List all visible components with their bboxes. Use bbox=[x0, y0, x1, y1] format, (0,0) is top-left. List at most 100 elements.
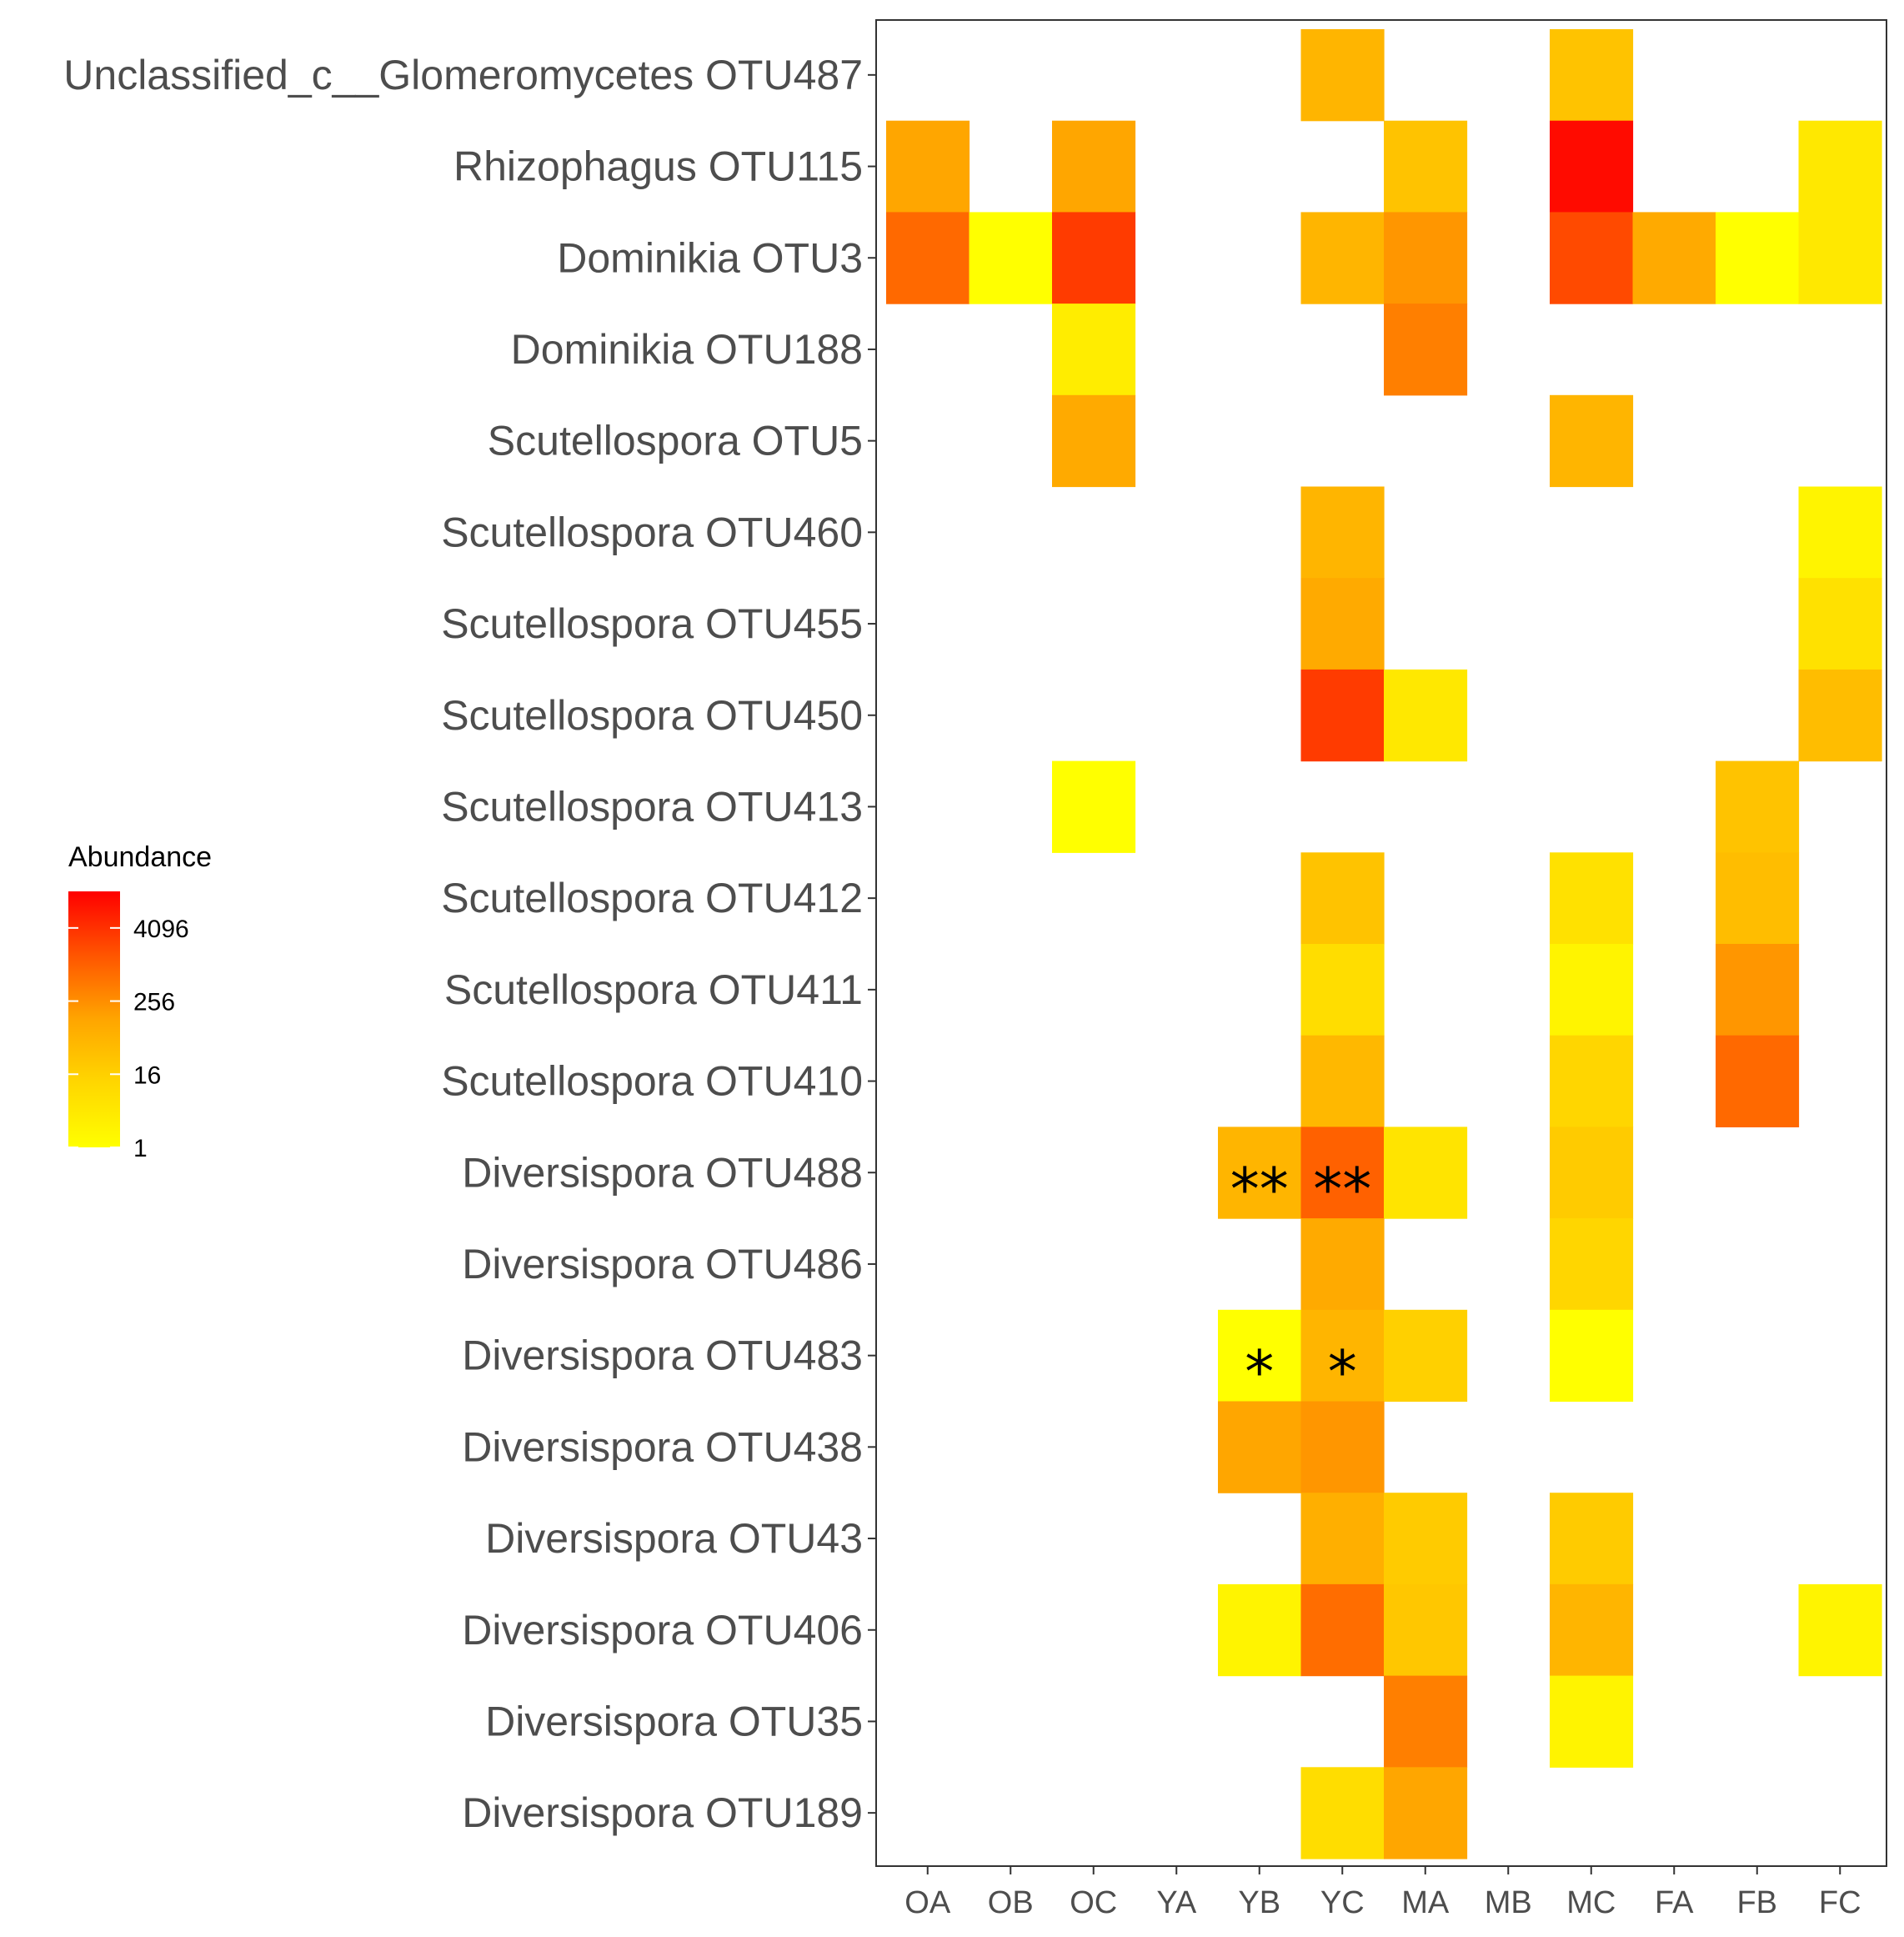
x-tick-label-fb: FB bbox=[1736, 1885, 1777, 1920]
heatmap-cell-fb-row-9 bbox=[1716, 760, 1800, 853]
heatmap-cell-mc-row-17 bbox=[1550, 1493, 1634, 1585]
y-tick-label-11: Scutellospora OTU411 bbox=[444, 966, 863, 1013]
heatmap-cell-ma-row-20 bbox=[1384, 1767, 1468, 1859]
x-tick-label-ya: YA bbox=[1156, 1885, 1197, 1920]
heatmap-cells bbox=[886, 29, 1882, 1859]
significance-marker-2: ** bbox=[1313, 1155, 1371, 1223]
heatmap-cell-oc-row-4 bbox=[1052, 304, 1136, 396]
y-tick-label-12: Scutellospora OTU410 bbox=[441, 1058, 863, 1105]
heatmap-cell-ma-row-15 bbox=[1384, 1309, 1468, 1403]
heatmap-cell-fc-row-8 bbox=[1798, 669, 1882, 762]
heatmap-cell-fb-row-11 bbox=[1716, 944, 1800, 1036]
heatmap-cell-yc-row-1 bbox=[1300, 29, 1385, 122]
heatmap-cell-yc-row-15 bbox=[1300, 1309, 1385, 1403]
significance-annotations: ** *** * bbox=[1230, 1155, 1372, 1406]
heatmap-cell-yc-row-17 bbox=[1300, 1493, 1385, 1585]
heatmap-cell-mc-row-12 bbox=[1550, 1035, 1634, 1127]
legend-tick-label-0: 1 bbox=[133, 1135, 148, 1162]
x-tick-label-ma: MA bbox=[1401, 1885, 1450, 1920]
significance-marker-3: * bbox=[1245, 1338, 1274, 1407]
heatmap-cell-yc-row-8 bbox=[1300, 669, 1385, 762]
heatmap-cell-mc-row-10 bbox=[1550, 852, 1634, 945]
x-tick-label-yb: YB bbox=[1238, 1885, 1280, 1920]
heatmap-cell-yc-row-11 bbox=[1300, 944, 1385, 1036]
abundance-legend: Abundance 1 16 256 4096 bbox=[68, 841, 212, 1162]
x-tick-label-ob: OB bbox=[988, 1885, 1034, 1920]
heatmap-cell-yc-row-7 bbox=[1300, 578, 1385, 670]
heatmap-cell-ma-row-8 bbox=[1384, 669, 1468, 762]
heatmap-cell-fb-row-10 bbox=[1716, 852, 1800, 945]
legend-tick-label-1: 16 bbox=[133, 1061, 161, 1089]
heatmap-cell-oc-row-2 bbox=[1052, 120, 1136, 213]
heatmap-cell-ma-row-18 bbox=[1384, 1583, 1468, 1677]
heatmap-cell-yc-row-20 bbox=[1300, 1767, 1385, 1859]
heatmap-cell-mc-row-18 bbox=[1550, 1583, 1634, 1677]
heatmap-cell-yc-row-10 bbox=[1300, 852, 1385, 945]
y-axis: Unclassified_c__Glomeromycetes OTU487 Rhi… bbox=[63, 52, 876, 1836]
heatmap-cell-yc-row-18 bbox=[1300, 1583, 1385, 1677]
heatmap-cell-yc-row-14 bbox=[1300, 1218, 1385, 1311]
y-tick-label-19: Diversispora OTU35 bbox=[485, 1698, 863, 1744]
x-tick-label-fa: FA bbox=[1655, 1885, 1694, 1920]
x-tick-label-oc: OC bbox=[1070, 1885, 1117, 1920]
y-tick-label-3: Dominikia OTU3 bbox=[557, 234, 863, 281]
y-tick-label-14: Diversispora OTU486 bbox=[462, 1241, 863, 1287]
heatmap-cell-oa-row-3 bbox=[886, 212, 970, 304]
heatmap-cell-mc-row-15 bbox=[1550, 1309, 1634, 1403]
x-tick-label-mc: MC bbox=[1566, 1885, 1616, 1920]
y-tick-label-8: Scutellospora OTU450 bbox=[441, 692, 863, 739]
heatmap-cell-yb-row-16 bbox=[1218, 1401, 1302, 1493]
y-tick-label-9: Scutellospora OTU413 bbox=[441, 783, 863, 830]
x-axis: OA OB OC YA YB YC MA MB MC FA FB FC bbox=[904, 1866, 1861, 1920]
y-tick-label-16: Diversispora OTU438 bbox=[462, 1423, 863, 1470]
significance-marker-4: * bbox=[1328, 1338, 1357, 1407]
heatmap-cell-fc-row-7 bbox=[1798, 578, 1882, 670]
legend-ticks: 1 16 256 4096 bbox=[68, 916, 189, 1162]
heatmap-cell-mc-row-19 bbox=[1550, 1675, 1634, 1768]
legend-tick-label-2: 256 bbox=[133, 989, 175, 1016]
y-tick-label-5: Scutellospora OTU5 bbox=[488, 418, 863, 464]
heatmap-cell-fa-row-3 bbox=[1632, 212, 1716, 304]
y-tick-label-7: Scutellospora OTU455 bbox=[441, 600, 863, 647]
heatmap-cell-fb-row-12 bbox=[1716, 1035, 1800, 1127]
plot-panel-border bbox=[875, 19, 1887, 1867]
heatmap-cell-oc-row-3 bbox=[1052, 212, 1136, 304]
legend-colorbar bbox=[68, 891, 120, 1147]
heatmap-cell-oc-row-5 bbox=[1052, 394, 1136, 488]
x-tick-label-oa: OA bbox=[904, 1885, 951, 1920]
heatmap-cell-mc-row-2 bbox=[1550, 120, 1634, 213]
y-tick-label-17: Diversispora OTU43 bbox=[485, 1515, 863, 1562]
x-tick-label-mb: MB bbox=[1485, 1885, 1532, 1920]
heatmap-cell-yc-row-12 bbox=[1300, 1035, 1385, 1127]
x-tick-label-fc: FC bbox=[1819, 1885, 1861, 1920]
x-tick-label-yc: YC bbox=[1320, 1885, 1365, 1920]
y-tick-label-18: Diversispora OTU406 bbox=[462, 1607, 863, 1653]
heatmap-cell-mc-row-1 bbox=[1550, 29, 1634, 122]
significance-marker-1: ** bbox=[1230, 1155, 1289, 1223]
heatmap-cell-mc-row-5 bbox=[1550, 394, 1634, 488]
heatmap-cell-ma-row-4 bbox=[1384, 304, 1468, 396]
heatmap-cell-oa-row-2 bbox=[886, 120, 970, 213]
heatmap-cell-fc-row-18 bbox=[1798, 1583, 1882, 1677]
heatmap-cell-yb-row-18 bbox=[1218, 1583, 1302, 1677]
heatmap-cell-yc-row-6 bbox=[1300, 486, 1385, 579]
heatmap-cell-fb-row-3 bbox=[1716, 212, 1800, 304]
y-tick-label-15: Diversispora OTU483 bbox=[462, 1332, 863, 1379]
y-tick-label-1: Unclassified_c__Glomeromycetes OTU487 bbox=[63, 52, 863, 98]
y-tick-label-10: Scutellospora OTU412 bbox=[441, 875, 863, 921]
heatmap-cell-mc-row-14 bbox=[1550, 1218, 1634, 1311]
y-tick-label-4: Dominikia OTU188 bbox=[511, 326, 863, 373]
heatmap-cell-oc-row-9 bbox=[1052, 760, 1136, 853]
y-tick-label-20: Diversispora OTU189 bbox=[462, 1789, 863, 1836]
heatmap-cell-fc-row-2 bbox=[1798, 120, 1882, 213]
y-tick-label-6: Scutellospora OTU460 bbox=[441, 509, 863, 555]
heatmap-cell-mc-row-3 bbox=[1550, 212, 1634, 304]
heatmap-cell-yc-row-13 bbox=[1300, 1127, 1385, 1219]
heatmap-cell-yc-row-3 bbox=[1300, 212, 1385, 304]
y-tick-label-13: Diversispora OTU488 bbox=[462, 1149, 863, 1196]
heatmap-cell-mc-row-13 bbox=[1550, 1127, 1634, 1219]
heatmap-cell-ob-row-3 bbox=[969, 212, 1053, 304]
heatmap-cell-ma-row-2 bbox=[1384, 120, 1468, 213]
heatmap-cell-ma-row-19 bbox=[1384, 1675, 1468, 1768]
